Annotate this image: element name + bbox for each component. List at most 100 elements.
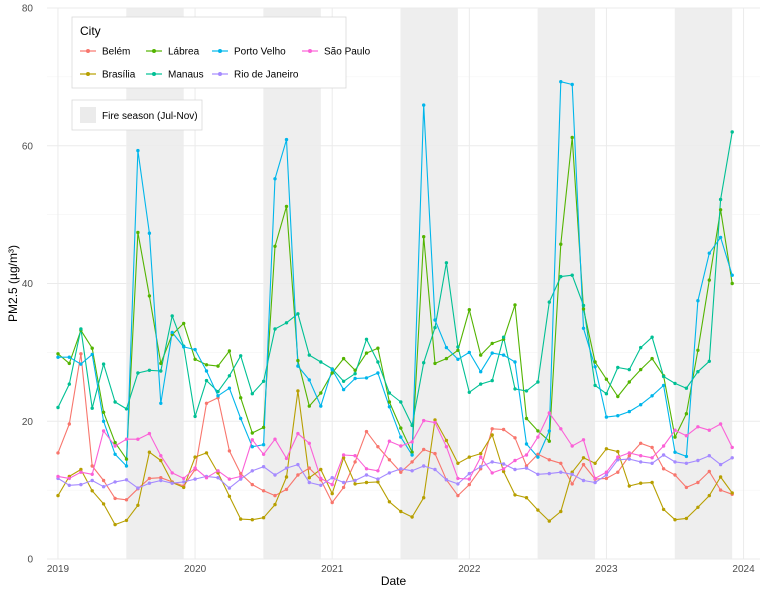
data-point-manaus [284, 321, 289, 325]
data-point-manaus [204, 378, 209, 383]
data-point-sao-paulo [182, 476, 186, 481]
data-point-sao-paulo [524, 453, 529, 457]
data-point-manaus [67, 382, 72, 386]
data-point-manaus [113, 400, 117, 404]
data-point-belem [661, 467, 666, 471]
data-point-brasilia [456, 461, 460, 465]
data-point-porto-velho [616, 414, 620, 418]
series-line-brasilia [57, 390, 733, 526]
data-point-sao-paulo [707, 428, 711, 432]
data-point-belem [147, 476, 152, 481]
data-point-manaus [273, 327, 277, 331]
data-point-brasilia [433, 418, 437, 422]
data-point-porto-velho [136, 148, 140, 153]
data-point-rio-de-janeiro [536, 472, 540, 476]
data-point-belem [433, 451, 437, 456]
data-point-sao-paulo [159, 454, 163, 458]
data-point-rio-de-janeiro [273, 473, 277, 477]
data-point-porto-velho [159, 401, 163, 405]
data-point-rio-de-janeiro [90, 478, 94, 483]
data-point-manaus [399, 400, 403, 404]
data-point-sao-paulo [124, 437, 129, 441]
data-point-sao-paulo [227, 477, 232, 481]
data-point-sao-paulo [376, 469, 380, 473]
data-point-manaus [479, 382, 483, 386]
data-point-labrea [673, 435, 677, 439]
shade-legend-key [80, 107, 96, 123]
data-point-labrea [193, 357, 197, 361]
data-point-manaus [684, 386, 689, 390]
data-point-brasilia [616, 449, 620, 454]
data-point-brasilia [410, 515, 414, 519]
data-point-belem [239, 471, 243, 476]
data-point-porto-velho [387, 405, 392, 409]
data-point-rio-de-janeiro [101, 485, 106, 489]
data-point-sao-paulo [341, 453, 346, 457]
data-point-brasilia [581, 456, 586, 460]
data-point-sao-paulo [136, 437, 140, 441]
data-point-rio-de-janeiro [341, 480, 346, 485]
data-point-labrea [364, 351, 369, 355]
data-point-belem [639, 441, 643, 445]
data-point-rio-de-janeiro [387, 471, 392, 475]
data-point-labrea [479, 353, 483, 357]
data-point-manaus [193, 414, 197, 419]
data-point-rio-de-janeiro [479, 465, 483, 469]
data-point-porto-velho [444, 345, 449, 350]
y-axis-title: PM2.5 (µg/m³) [6, 245, 20, 322]
data-point-belem [490, 427, 494, 431]
data-point-labrea [730, 281, 734, 286]
data-point-manaus [261, 379, 266, 383]
data-point-manaus [570, 273, 574, 277]
data-point-porto-velho [673, 450, 677, 454]
data-point-sao-paulo [718, 422, 723, 426]
data-point-labrea [101, 410, 106, 414]
data-point-sao-paulo [113, 444, 117, 448]
data-point-labrea [56, 352, 60, 356]
data-point-sao-paulo [399, 444, 403, 448]
legend-key-point [152, 49, 156, 53]
data-point-manaus [559, 274, 563, 279]
data-point-labrea [204, 363, 209, 367]
legend-title: City [80, 24, 101, 38]
data-point-rio-de-janeiro [650, 461, 654, 465]
data-point-brasilia [182, 485, 186, 490]
y-tick-label: 40 [22, 279, 34, 290]
data-point-sao-paulo [696, 425, 700, 429]
x-tick-label: 2023 [595, 564, 618, 575]
data-point-rio-de-janeiro [673, 460, 677, 464]
data-point-brasilia [501, 469, 506, 474]
data-point-porto-velho [479, 370, 483, 374]
data-point-manaus [444, 261, 449, 265]
data-point-brasilia [227, 494, 232, 498]
data-point-rio-de-janeiro [581, 478, 586, 483]
data-point-belem [456, 493, 460, 498]
data-point-labrea [524, 416, 529, 421]
legend-box [71, 16, 347, 89]
series-line-belem [57, 353, 733, 504]
data-point-labrea [341, 356, 346, 361]
data-point-manaus [581, 303, 586, 308]
data-point-sao-paulo [467, 477, 471, 481]
y-tick-label: 60 [22, 141, 34, 152]
y-tick-label: 80 [22, 4, 34, 15]
data-point-brasilia [90, 489, 94, 493]
data-point-brasilia [56, 493, 60, 498]
data-point-manaus [661, 374, 666, 379]
data-point-labrea [216, 364, 220, 368]
data-point-sao-paulo [307, 441, 311, 445]
data-point-brasilia [639, 481, 643, 485]
data-point-sao-paulo [627, 451, 631, 455]
data-point-sao-paulo [90, 472, 94, 476]
data-point-porto-velho [422, 103, 426, 107]
data-point-rio-de-janeiro [730, 456, 734, 460]
data-point-rio-de-janeiro [707, 454, 711, 458]
data-point-belem [673, 473, 677, 477]
data-point-sao-paulo [387, 439, 392, 443]
data-point-rio-de-janeiro [319, 483, 323, 487]
data-point-labrea [319, 391, 323, 395]
data-point-belem [696, 480, 700, 485]
data-point-porto-velho [730, 273, 734, 277]
data-point-labrea [581, 307, 586, 311]
